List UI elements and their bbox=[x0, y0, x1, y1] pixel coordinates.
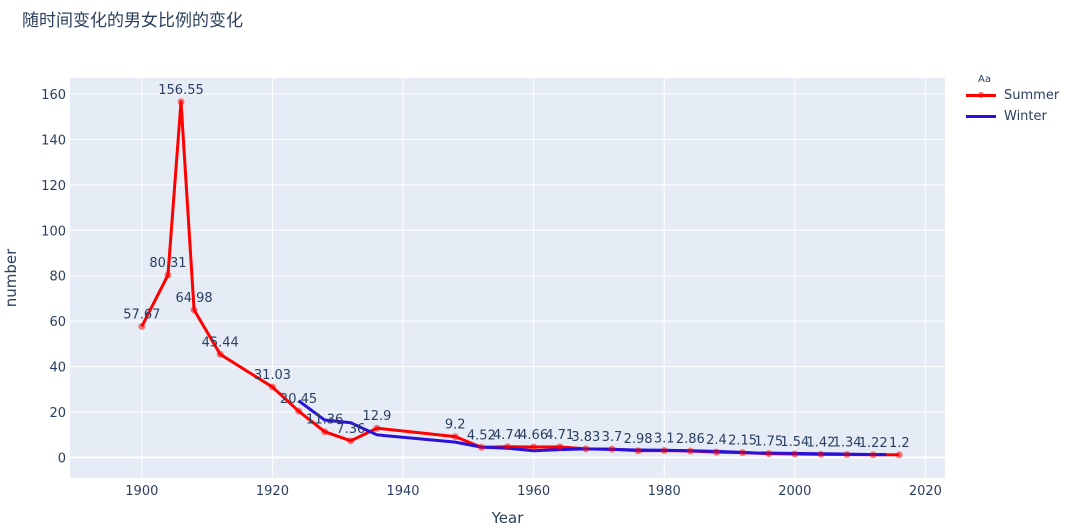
data-point bbox=[164, 271, 172, 279]
legend-item-summer[interactable]: Summer bbox=[966, 85, 1059, 106]
data-label: 57.67 bbox=[123, 307, 160, 322]
data-label: 156.55 bbox=[158, 83, 204, 98]
y-axis-title: number bbox=[2, 248, 20, 307]
data-point bbox=[634, 447, 642, 455]
data-label: 64.98 bbox=[175, 291, 212, 306]
data-point bbox=[582, 445, 590, 453]
data-point bbox=[190, 306, 198, 314]
y-tick-label: 60 bbox=[49, 315, 66, 330]
data-point bbox=[556, 443, 564, 451]
data-point bbox=[869, 451, 877, 459]
data-label: 2.86 bbox=[676, 432, 705, 447]
legend-title: Aa bbox=[978, 74, 991, 85]
data-point bbox=[843, 451, 851, 458]
data-point bbox=[712, 448, 720, 456]
data-label: 1.42 bbox=[806, 435, 835, 450]
data-label: 2.15 bbox=[728, 434, 757, 449]
legend-swatch-summer bbox=[966, 92, 996, 98]
y-tick-label: 160 bbox=[41, 88, 66, 103]
data-label: 11.36 bbox=[306, 413, 343, 428]
data-label: 2.4 bbox=[706, 433, 727, 448]
data-point bbox=[504, 443, 511, 451]
legend-item-winter[interactable]: Winter bbox=[966, 106, 1059, 127]
x-tick-label: 1960 bbox=[517, 484, 550, 499]
data-label: 1.54 bbox=[780, 435, 809, 450]
legend-swatch-winter bbox=[966, 115, 996, 118]
data-point bbox=[817, 450, 825, 458]
data-label: 31.03 bbox=[254, 368, 291, 383]
data-label: 4.71 bbox=[545, 428, 574, 443]
y-tick-label: 120 bbox=[41, 179, 66, 194]
data-label: 12.9 bbox=[362, 409, 391, 424]
data-point bbox=[268, 383, 276, 391]
data-point bbox=[895, 451, 903, 459]
data-label: 1.34 bbox=[833, 436, 862, 451]
data-point bbox=[216, 350, 224, 358]
data-point bbox=[660, 447, 668, 454]
x-tick-label: 1940 bbox=[386, 484, 419, 499]
data-label: 1.2 bbox=[889, 436, 910, 451]
y-tick-label: 0 bbox=[58, 452, 66, 467]
data-point bbox=[765, 450, 773, 458]
data-point bbox=[791, 450, 799, 458]
x-tick-label: 1900 bbox=[125, 484, 158, 499]
data-label: 45.44 bbox=[202, 335, 239, 350]
data-point bbox=[177, 98, 185, 106]
data-point bbox=[451, 433, 459, 441]
y-tick-label: 100 bbox=[41, 224, 66, 239]
data-point bbox=[739, 449, 747, 457]
data-label: 2.98 bbox=[624, 432, 653, 447]
legend-label-winter: Winter bbox=[1004, 109, 1047, 124]
data-point bbox=[295, 407, 303, 415]
data-label: 20.45 bbox=[280, 392, 317, 407]
data-label: 9.2 bbox=[445, 418, 466, 433]
x-tick-label: 2020 bbox=[909, 484, 942, 499]
data-label: 3.7 bbox=[602, 430, 623, 445]
data-label: 4.74 bbox=[493, 428, 522, 443]
x-tick-label: 2000 bbox=[778, 484, 811, 499]
plot-background bbox=[70, 78, 945, 478]
data-label: 4.66 bbox=[519, 428, 548, 443]
data-label: 80.31 bbox=[149, 256, 186, 271]
data-point bbox=[321, 428, 329, 436]
data-point bbox=[477, 443, 485, 451]
data-label: 7.36 bbox=[336, 422, 365, 437]
data-label: 1.75 bbox=[754, 435, 783, 450]
data-point bbox=[530, 443, 538, 451]
data-label: 3.1 bbox=[654, 432, 675, 447]
y-tick-label: 20 bbox=[49, 406, 66, 421]
data-point bbox=[373, 424, 381, 432]
x-tick-label: 1980 bbox=[648, 484, 681, 499]
data-point bbox=[686, 447, 694, 455]
data-label: 3.83 bbox=[571, 430, 600, 445]
y-tick-label: 40 bbox=[49, 361, 66, 376]
data-label: 1.22 bbox=[859, 436, 888, 451]
data-point bbox=[347, 437, 355, 445]
x-axis-title: Year bbox=[491, 509, 525, 527]
legend: Aa Summer Winter bbox=[966, 74, 1059, 127]
y-tick-label: 80 bbox=[49, 270, 66, 285]
y-tick-label: 140 bbox=[41, 133, 66, 148]
data-point bbox=[138, 322, 146, 330]
x-tick-label: 1920 bbox=[256, 484, 289, 499]
legend-label-summer: Summer bbox=[1004, 88, 1060, 103]
chart-title: 随时间变化的男女比例的变化 bbox=[22, 11, 243, 31]
data-label: 4.52 bbox=[467, 428, 496, 443]
data-point bbox=[608, 445, 616, 453]
